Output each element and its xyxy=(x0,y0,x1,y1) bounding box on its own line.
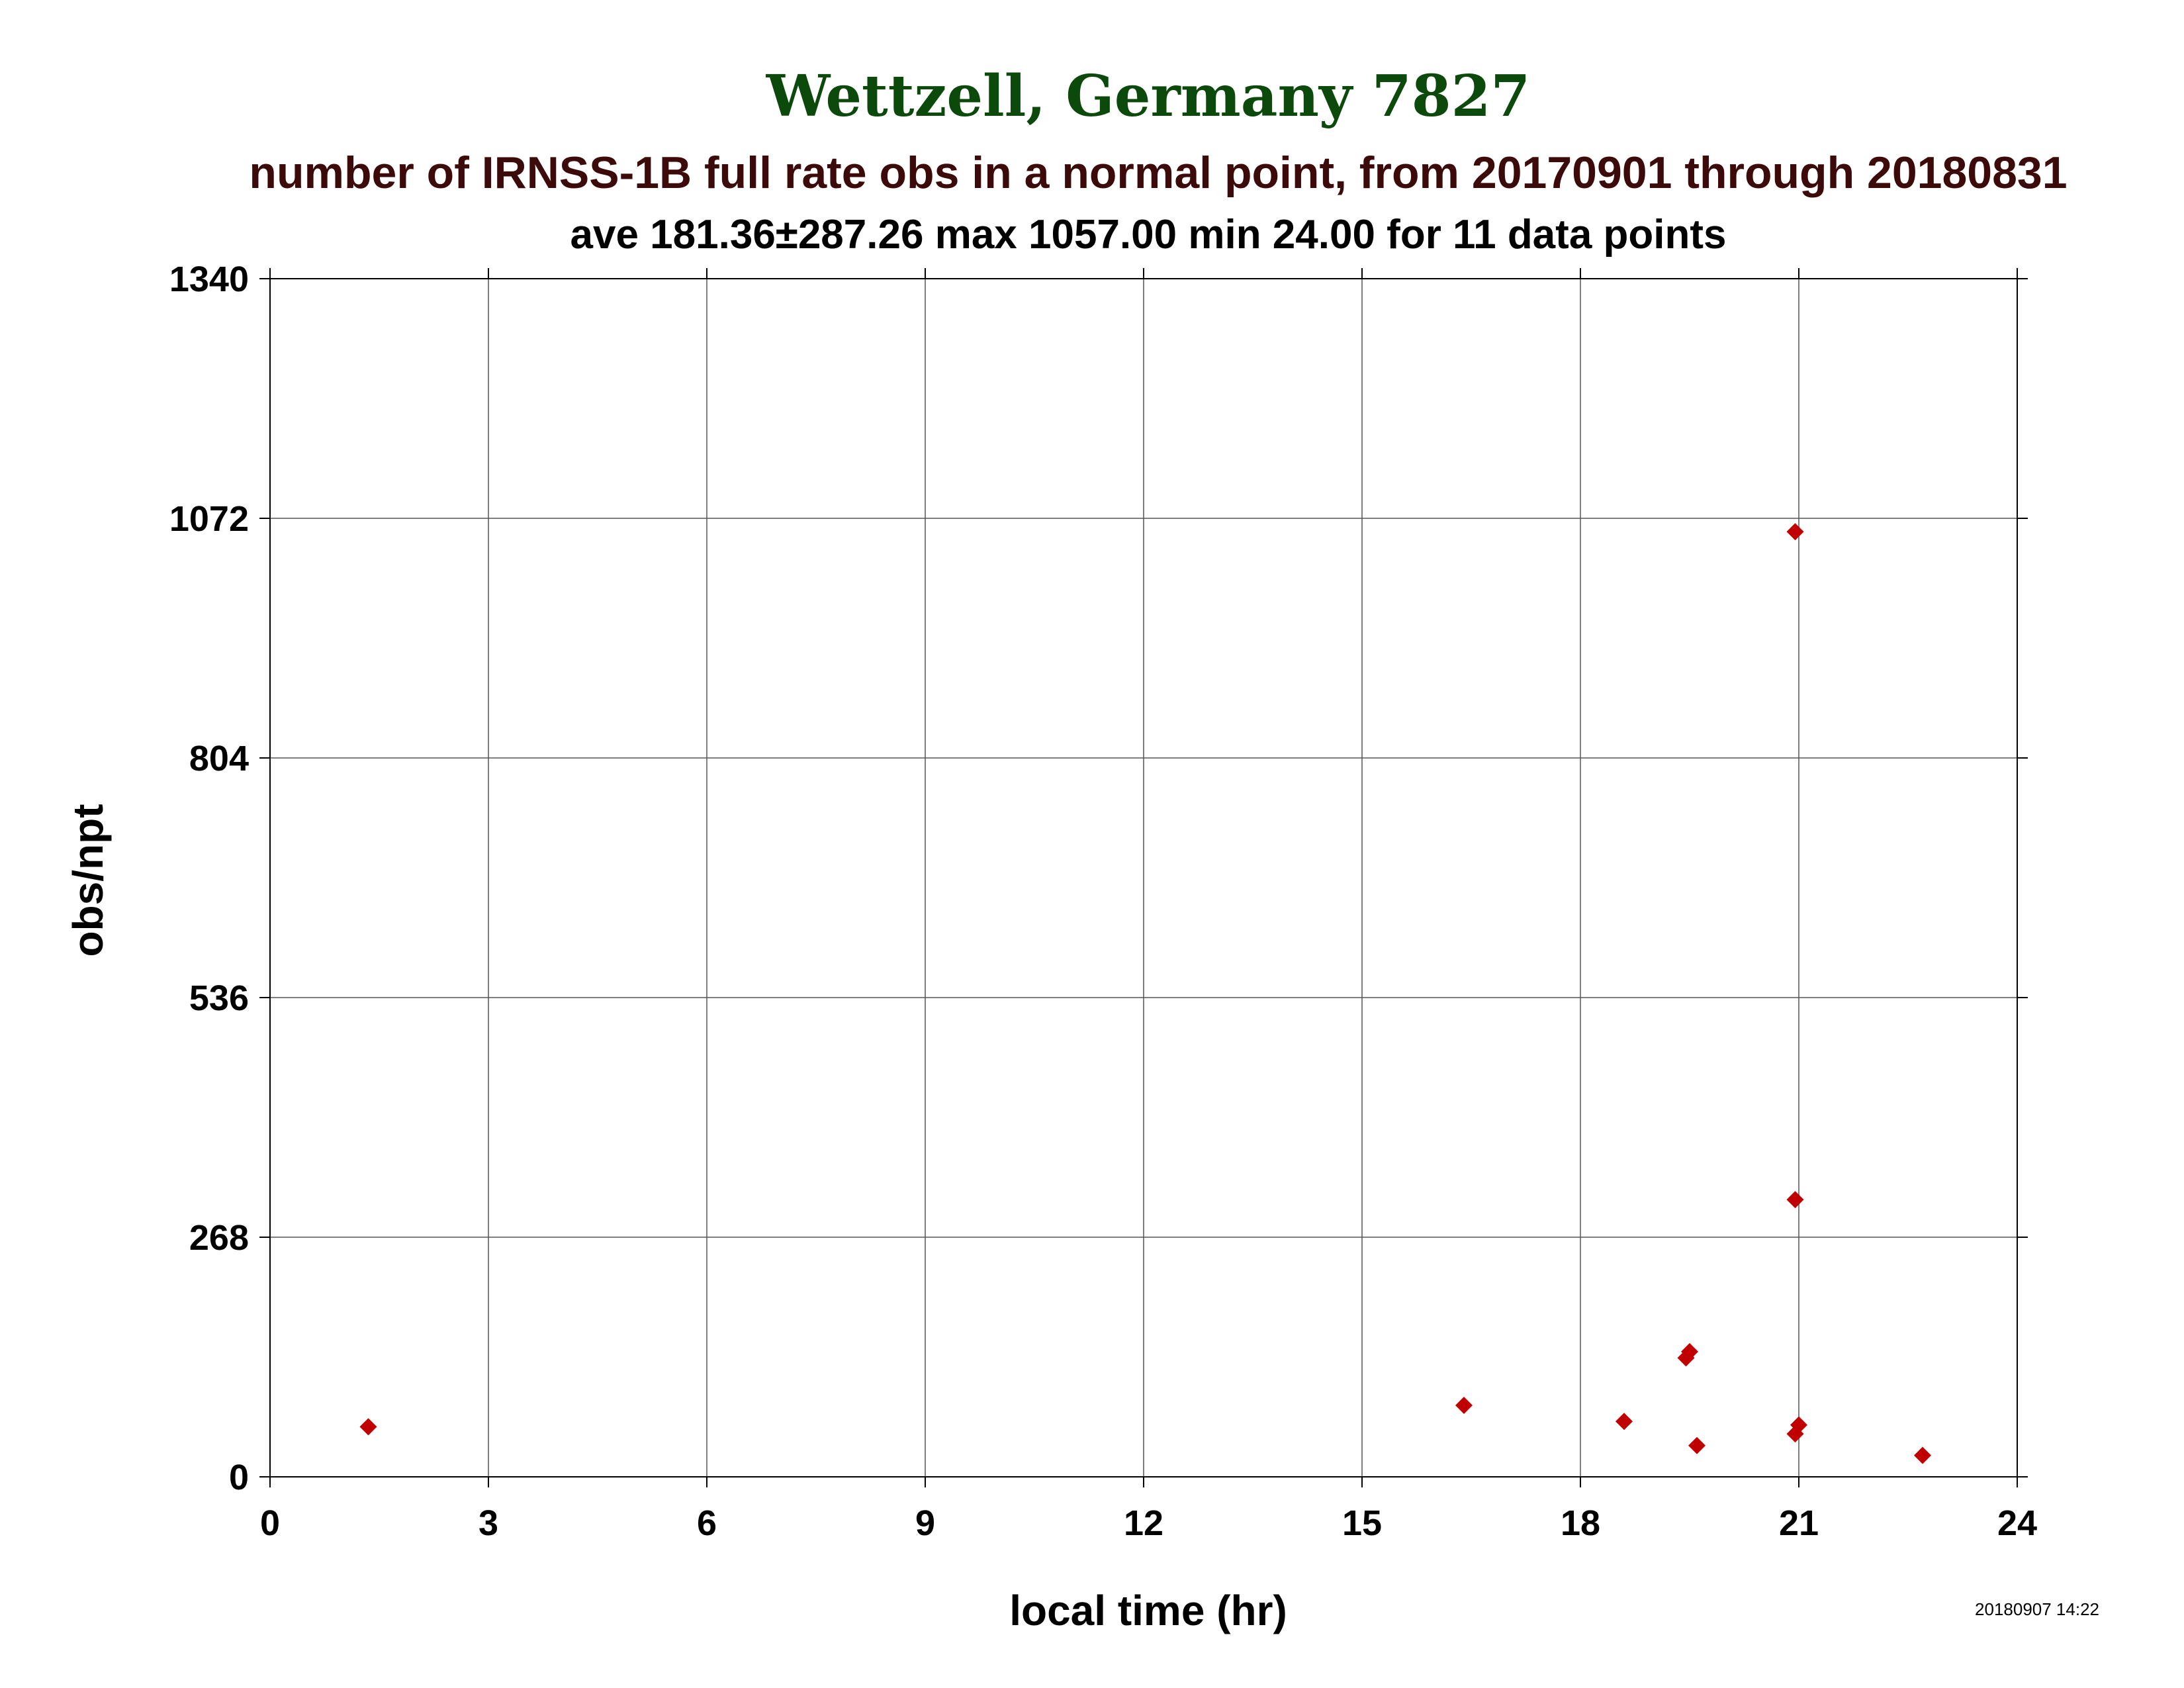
y-tick-label: 1340 xyxy=(169,259,249,299)
x-tick-label: 24 xyxy=(1997,1503,2037,1543)
timestamp: 20180907 14:22 xyxy=(1975,1599,2099,1619)
x-tick-label: 18 xyxy=(1561,1503,1600,1543)
y-tick-label: 1072 xyxy=(169,499,249,539)
y-tick-label: 268 xyxy=(189,1218,249,1258)
data-point xyxy=(1681,1342,1698,1360)
x-tick-labels: 0 3 6 9 12 15 18 21 24 xyxy=(260,1503,2037,1543)
data-point xyxy=(1790,1416,1807,1434)
data-point xyxy=(1615,1413,1633,1430)
chart-stats: ave 181.36±287.26 max 1057.00 min 24.00 … xyxy=(570,212,1727,258)
y-tick-labels: 0 268 536 804 1072 1340 xyxy=(169,259,249,1497)
x-tick-label: 21 xyxy=(1779,1503,1819,1543)
x-tick-label: 6 xyxy=(697,1503,717,1543)
data-point xyxy=(1914,1446,1931,1464)
y-tick-label: 536 xyxy=(189,978,249,1018)
data-point xyxy=(1786,1191,1804,1209)
data-point xyxy=(359,1418,377,1436)
tick-marks xyxy=(259,268,2028,1487)
y-tick-label: 804 xyxy=(189,739,249,778)
data-point xyxy=(1688,1436,1706,1454)
x-tick-label: 0 xyxy=(260,1503,280,1543)
x-tick-label: 9 xyxy=(915,1503,935,1543)
y-axis-label: obs/npt xyxy=(64,804,112,957)
chart-title: Wettzell, Germany 7827 xyxy=(766,63,1531,130)
data-points xyxy=(359,523,1931,1464)
x-tick-label: 15 xyxy=(1342,1503,1382,1543)
y-tick-label: 0 xyxy=(229,1458,249,1497)
data-point xyxy=(1677,1349,1695,1367)
chart-subtitle: number of IRNSS-1B full rate obs in a no… xyxy=(249,148,2067,198)
grid-lines xyxy=(269,278,2018,1477)
data-point xyxy=(1455,1396,1473,1414)
x-tick-label: 3 xyxy=(478,1503,498,1543)
x-axis-label: local time (hr) xyxy=(1009,1587,1287,1634)
data-point xyxy=(1786,523,1804,541)
x-tick-label: 12 xyxy=(1124,1503,1163,1543)
